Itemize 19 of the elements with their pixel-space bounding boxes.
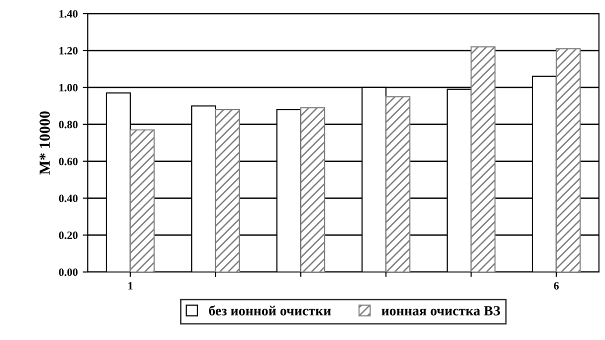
y-tick-label: 0.40: [58, 194, 78, 202]
y-axis-title: M* 10000: [40, 111, 50, 175]
bar: [385, 96, 410, 272]
y-tick-label: 0.20: [58, 232, 78, 240]
y-tick-label: 1.40: [59, 10, 78, 18]
x-tick-label: 6: [554, 282, 559, 290]
bar: [130, 129, 155, 272]
y-tick-label: 0.00: [58, 268, 78, 276]
y-tick-label: 1.20: [59, 46, 78, 55]
bar: [300, 107, 326, 272]
legend-label: без ионной очистки: [209, 305, 331, 316]
legend-label: ионная очистка ВЗ: [382, 306, 500, 316]
bar: [214, 109, 240, 272]
bar: [556, 48, 581, 272]
y-tick-label: 0.60: [58, 158, 78, 166]
bar: [470, 46, 496, 272]
y-tick-label: 1.00: [59, 84, 78, 92]
x-tick-label: 1: [128, 282, 133, 290]
y-tick-label: 0.80: [58, 120, 78, 128]
